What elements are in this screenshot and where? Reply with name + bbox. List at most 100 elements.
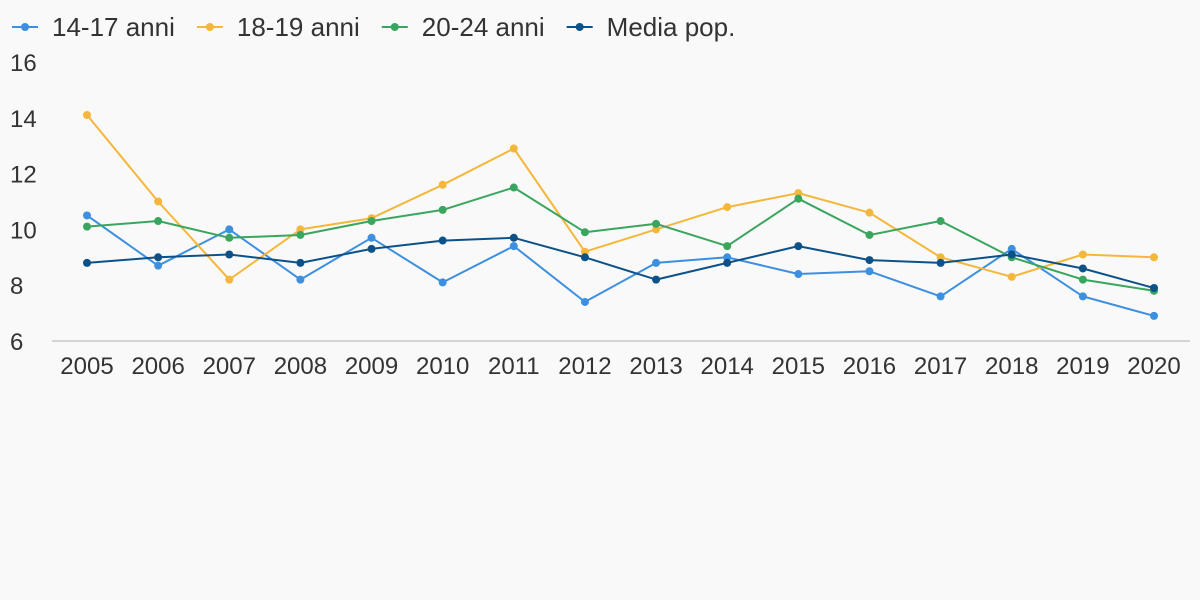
data-point[interactable] xyxy=(367,233,376,242)
data-point[interactable] xyxy=(652,275,661,284)
data-point[interactable] xyxy=(580,247,589,256)
data-point[interactable] xyxy=(154,197,163,206)
data-point[interactable] xyxy=(83,211,91,220)
data-point[interactable] xyxy=(580,253,589,262)
x-tick-label: 2005 xyxy=(60,353,113,380)
data-point[interactable] xyxy=(936,217,945,226)
data-point[interactable] xyxy=(225,225,234,234)
data-point[interactable] xyxy=(367,217,376,226)
x-tick-label: 2010 xyxy=(416,353,469,380)
legend-swatch-dot xyxy=(390,23,399,31)
data-point[interactable] xyxy=(367,244,376,253)
x-tick-label: 2014 xyxy=(701,353,754,380)
x-tick-label: 2019 xyxy=(1056,353,1109,380)
data-point[interactable] xyxy=(509,183,518,192)
legend: 14-17 anni 18-19 anni 20-24 anni Media pop. xyxy=(12,12,735,42)
data-point[interactable] xyxy=(936,292,945,301)
y-tick-label: 12 xyxy=(10,162,37,189)
data-point[interactable] xyxy=(652,258,661,267)
x-tick-label: 2011 xyxy=(488,353,540,380)
data-point[interactable] xyxy=(296,275,305,284)
series-3 xyxy=(83,233,1158,292)
data-point[interactable] xyxy=(1007,272,1016,281)
data-point[interactable] xyxy=(652,225,661,234)
data-point[interactable] xyxy=(296,230,305,239)
data-point[interactable] xyxy=(794,242,803,251)
series-1 xyxy=(83,111,1158,284)
data-point[interactable] xyxy=(154,261,163,270)
legend-label: Media pop. xyxy=(607,12,736,42)
legend-label: 20-24 anni xyxy=(422,12,545,42)
y-tick-label: 10 xyxy=(10,217,37,244)
series-line xyxy=(86,114,1155,281)
data-point[interactable] xyxy=(1150,253,1158,262)
data-point[interactable] xyxy=(83,111,91,120)
data-point[interactable] xyxy=(225,250,234,259)
data-point[interactable] xyxy=(1078,250,1087,259)
y-tick-label: 8 xyxy=(10,273,23,300)
data-point[interactable] xyxy=(794,189,803,198)
x-tick-label: 2016 xyxy=(843,353,896,380)
data-point[interactable] xyxy=(723,253,732,262)
data-point[interactable] xyxy=(509,233,518,242)
legend-item-2[interactable]: 20-24 anni xyxy=(381,12,545,42)
x-tick-label: 2017 xyxy=(914,353,967,380)
y-tick-label: 16 xyxy=(10,50,37,77)
data-point[interactable] xyxy=(438,205,447,214)
data-point[interactable] xyxy=(794,270,803,279)
y-axis: 6 8 10 12 14 16 xyxy=(10,50,37,356)
data-point[interactable] xyxy=(865,267,874,276)
data-point[interactable] xyxy=(1078,292,1087,301)
data-point[interactable] xyxy=(83,258,91,267)
data-point[interactable] xyxy=(1150,283,1158,292)
data-point[interactable] xyxy=(296,258,305,267)
data-point[interactable] xyxy=(296,225,305,234)
data-point[interactable] xyxy=(865,256,874,265)
legend-swatch-dot xyxy=(21,23,29,31)
data-point[interactable] xyxy=(1078,275,1087,284)
data-point[interactable] xyxy=(723,258,732,267)
y-tick-label: 14 xyxy=(10,106,37,133)
data-point[interactable] xyxy=(1150,311,1158,320)
data-point[interactable] xyxy=(225,275,234,284)
data-point[interactable] xyxy=(865,208,874,217)
legend-swatch-dot xyxy=(575,23,584,31)
legend-label: 18-19 anni xyxy=(237,12,360,42)
data-point[interactable] xyxy=(154,253,163,262)
data-point[interactable] xyxy=(794,194,803,203)
data-point[interactable] xyxy=(438,180,447,189)
legend-swatch-dot xyxy=(205,23,214,31)
data-point[interactable] xyxy=(723,242,732,251)
data-point[interactable] xyxy=(936,258,945,267)
data-point[interactable] xyxy=(1078,264,1087,273)
data-point[interactable] xyxy=(83,222,91,231)
series-line xyxy=(86,214,1155,317)
legend-item-0[interactable]: 14-17 anni xyxy=(12,12,175,42)
data-point[interactable] xyxy=(652,219,661,228)
data-point[interactable] xyxy=(580,228,589,237)
data-point[interactable] xyxy=(865,230,874,239)
x-tick-label: 2009 xyxy=(345,353,398,380)
data-point[interactable] xyxy=(1007,250,1016,259)
series-layer xyxy=(83,111,1158,320)
data-point[interactable] xyxy=(438,278,447,287)
legend-item-1[interactable]: 18-19 anni xyxy=(196,12,360,42)
legend-label: 14-17 anni xyxy=(52,12,175,42)
y-tick-label: 6 xyxy=(10,329,23,356)
data-point[interactable] xyxy=(438,236,447,245)
data-point[interactable] xyxy=(154,217,163,226)
data-point[interactable] xyxy=(1007,244,1016,253)
data-point[interactable] xyxy=(723,203,732,212)
x-tick-label: 2006 xyxy=(131,353,184,380)
data-point[interactable] xyxy=(509,242,518,251)
data-point[interactable] xyxy=(580,297,589,306)
x-tick-label: 2008 xyxy=(274,353,327,380)
data-point[interactable] xyxy=(225,233,234,242)
legend-item-3[interactable]: Media pop. xyxy=(566,12,736,42)
x-tick-label: 2015 xyxy=(772,353,825,380)
series-line xyxy=(86,236,1155,289)
data-point[interactable] xyxy=(509,144,518,153)
data-point[interactable] xyxy=(936,253,945,262)
